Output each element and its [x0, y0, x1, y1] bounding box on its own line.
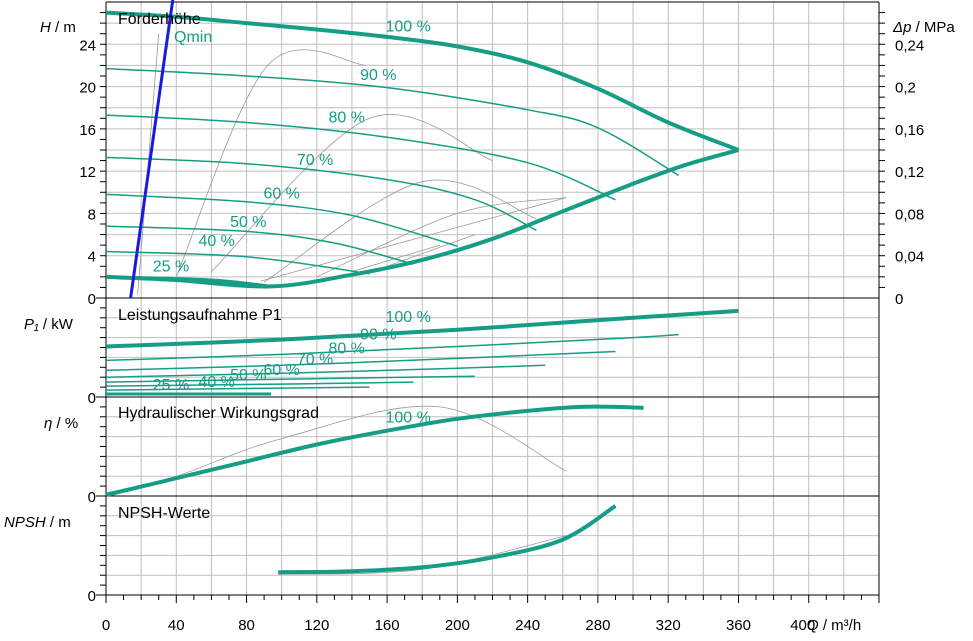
right-tick-label: 0,16	[895, 122, 924, 139]
x-tick-label: 0	[102, 617, 110, 634]
x-tick-label: 240	[515, 617, 540, 634]
series-line-efficiency-100	[105, 404, 644, 497]
ylabel-power: P₁ / kW	[24, 316, 74, 333]
series-label-power: 50 %	[230, 367, 266, 384]
panel-frames	[96, 1, 880, 596]
series-label-power: 100 %	[385, 309, 430, 326]
y-tick-label: 8	[88, 206, 96, 223]
series-line-power-70	[105, 364, 546, 378]
text-layer: Förderhöhe Leistungsaufnahme P1 Hydrauli…	[4, 11, 955, 634]
x-tick-label: 120	[304, 617, 329, 634]
right-tick-label: 0	[895, 291, 903, 308]
series-label-power: 70 %	[297, 351, 333, 368]
x-tick-label: 400	[790, 617, 815, 634]
xlabel: Q / m³/h	[807, 617, 861, 634]
ylabel-npsh: NPSH / m	[4, 514, 71, 531]
y-tick-label: 0	[88, 489, 96, 506]
right-tick-label: 0,24	[895, 37, 924, 54]
auxiliary-iso-line	[263, 179, 537, 283]
right-tick-label: 0,12	[895, 164, 924, 181]
series-label-head: 70 %	[297, 152, 333, 169]
curve-layer	[105, 0, 740, 575]
series-label-head: 90 %	[360, 67, 396, 84]
series-line-npsh-100	[278, 504, 617, 575]
series-line-head-25	[105, 275, 272, 288]
series-line-head-60	[105, 193, 458, 247]
panel-title-power: Leistungsaufnahme P1	[118, 307, 282, 324]
x-tick-label: 80	[238, 617, 255, 634]
grid-layer	[100, 2, 885, 603]
x-tick-label: 360	[726, 617, 751, 634]
series-label-head: 60 %	[263, 186, 299, 203]
series-line-power-90	[105, 333, 679, 362]
series-line-power-80	[105, 350, 616, 372]
qmin-label: Qmin	[174, 29, 212, 46]
series-label-head: 100 %	[385, 19, 430, 36]
ylabel-efficiency: η / %	[44, 415, 78, 432]
ylabel-head: H / m	[40, 19, 76, 36]
x-tick-label: 200	[445, 617, 470, 634]
panel-title-efficiency: Hydraulischer Wirkungsgrad	[118, 405, 319, 422]
series-label-efficiency: 100 %	[385, 410, 430, 427]
y-tick-label: 24	[79, 37, 96, 54]
y-tick-label: 16	[79, 122, 96, 139]
series-label-head: 40 %	[198, 233, 234, 250]
series-line-head-40	[105, 250, 370, 275]
y-tick-label: 0	[88, 588, 96, 605]
right-tick-label: 0,2	[895, 80, 916, 97]
series-label-head: 50 %	[230, 214, 266, 231]
series-label-power: 60 %	[263, 362, 299, 379]
y-tick-label: 20	[79, 80, 96, 97]
series-line-power-40	[105, 386, 370, 391]
series-line-power-50	[105, 381, 414, 387]
series-line-head-50	[105, 225, 414, 265]
series-line-head-100-upper	[105, 10, 740, 152]
series-line-head-70	[105, 156, 537, 231]
series-label-power: 90 %	[360, 327, 396, 344]
auxiliary-iso-line	[316, 197, 567, 278]
right-tick-label: 0,08	[895, 206, 924, 223]
y-tick-label: 4	[88, 249, 96, 266]
x-tick-label: 160	[375, 617, 400, 634]
panel-title-npsh: NPSH-Werte	[118, 505, 210, 522]
ylabel-right-pressure: Δp / MPa	[892, 19, 955, 36]
x-tick-label: 40	[168, 617, 185, 634]
auxiliary-iso-line	[211, 114, 493, 272]
x-tick-label: 320	[656, 617, 681, 634]
y-tick-label: 12	[79, 164, 96, 181]
series-label-head: 25 %	[153, 259, 189, 276]
series-label-power: 40 %	[198, 374, 234, 391]
y-tick-label: 0	[88, 291, 96, 308]
series-line-power-60	[105, 375, 475, 383]
series-label-power: 25 %	[153, 377, 189, 394]
series-line-head-100-lower	[105, 148, 740, 289]
series-label-power: 80 %	[328, 340, 364, 357]
auxiliary-iso-line	[260, 197, 567, 282]
qmin-line	[129, 0, 175, 299]
right-tick-label: 0,04	[895, 249, 924, 266]
series-line-head-80	[105, 114, 616, 201]
series-line-power-100	[105, 308, 739, 349]
panel-title-head: Förderhöhe	[118, 11, 201, 28]
y-tick-label: 0	[88, 390, 96, 407]
series-label-head: 80 %	[328, 110, 364, 127]
x-tick-label: 280	[585, 617, 610, 634]
series-line-head-90	[105, 67, 680, 177]
